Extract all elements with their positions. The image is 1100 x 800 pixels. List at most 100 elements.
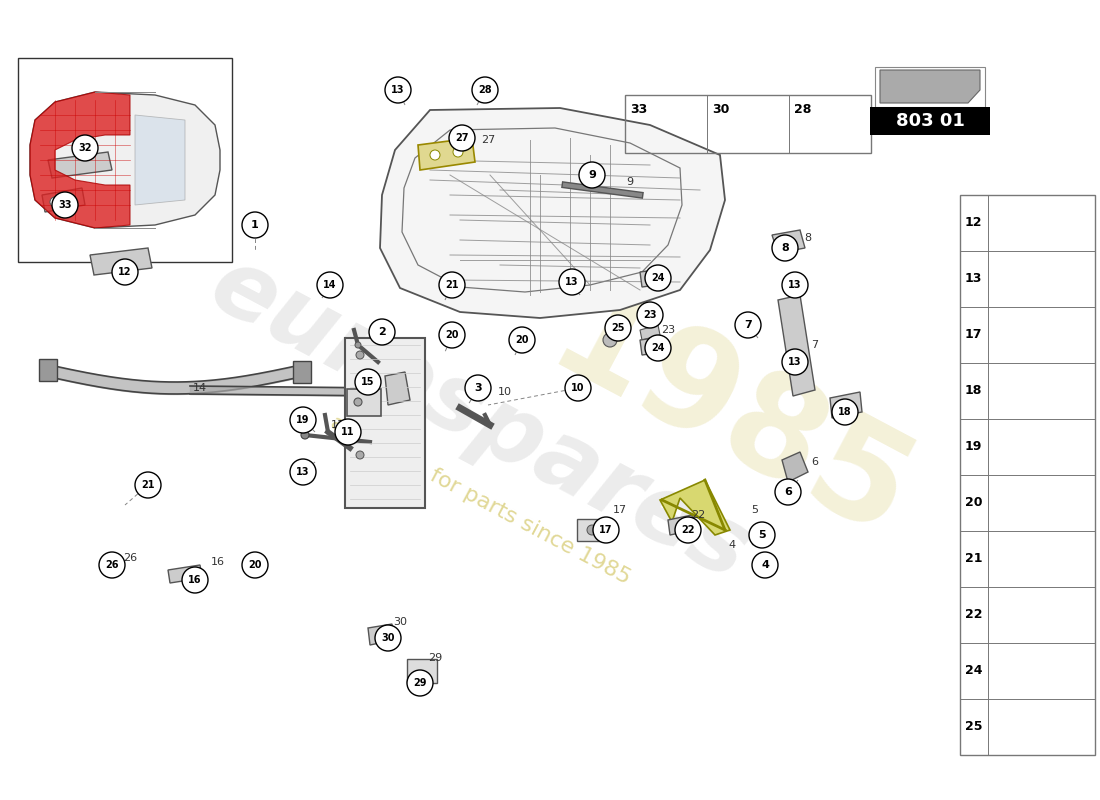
Text: 13: 13 xyxy=(789,280,802,290)
Text: 7: 7 xyxy=(812,340,818,350)
Text: 26: 26 xyxy=(123,553,138,563)
Text: 28: 28 xyxy=(478,85,492,95)
Text: 32: 32 xyxy=(78,143,91,153)
Circle shape xyxy=(465,375,491,401)
Text: 13: 13 xyxy=(789,357,802,367)
FancyBboxPatch shape xyxy=(870,107,990,135)
Circle shape xyxy=(355,342,361,348)
Text: 33: 33 xyxy=(630,103,647,116)
Circle shape xyxy=(290,407,316,433)
Text: 4: 4 xyxy=(761,560,769,570)
Text: 20: 20 xyxy=(446,330,459,340)
Text: 16: 16 xyxy=(188,575,201,585)
Text: 5: 5 xyxy=(758,530,766,540)
Text: 8: 8 xyxy=(804,233,812,243)
Text: 11: 11 xyxy=(331,420,345,430)
Text: 13: 13 xyxy=(565,277,579,287)
Text: 6: 6 xyxy=(784,487,792,497)
Text: 24: 24 xyxy=(651,343,664,353)
Circle shape xyxy=(375,625,402,651)
Circle shape xyxy=(99,552,125,578)
Circle shape xyxy=(772,235,798,261)
Text: 22: 22 xyxy=(965,609,982,622)
Polygon shape xyxy=(135,115,185,205)
Circle shape xyxy=(449,125,475,151)
Text: 30: 30 xyxy=(712,103,729,116)
Text: 7: 7 xyxy=(744,320,752,330)
Circle shape xyxy=(565,375,591,401)
Circle shape xyxy=(776,479,801,505)
Text: 3: 3 xyxy=(474,383,482,393)
Polygon shape xyxy=(48,152,112,178)
Text: 17: 17 xyxy=(613,505,627,515)
Polygon shape xyxy=(385,372,410,405)
FancyBboxPatch shape xyxy=(346,389,381,416)
Polygon shape xyxy=(90,248,152,275)
Polygon shape xyxy=(830,392,862,418)
Circle shape xyxy=(559,269,585,295)
Circle shape xyxy=(301,431,309,439)
Polygon shape xyxy=(379,108,725,318)
Polygon shape xyxy=(168,565,202,583)
Circle shape xyxy=(356,351,364,359)
Circle shape xyxy=(135,472,161,498)
Text: 1985: 1985 xyxy=(528,270,933,570)
Circle shape xyxy=(439,322,465,348)
Polygon shape xyxy=(880,70,980,103)
Text: 13: 13 xyxy=(392,85,405,95)
Polygon shape xyxy=(30,92,130,228)
Text: 20: 20 xyxy=(249,560,262,570)
Circle shape xyxy=(182,567,208,593)
Polygon shape xyxy=(30,92,220,228)
Circle shape xyxy=(368,319,395,345)
Text: 12: 12 xyxy=(965,217,982,230)
FancyBboxPatch shape xyxy=(345,338,425,508)
Circle shape xyxy=(675,517,701,543)
Text: 13: 13 xyxy=(296,467,310,477)
Text: 22: 22 xyxy=(691,510,705,520)
Circle shape xyxy=(749,522,775,548)
Circle shape xyxy=(637,302,663,328)
Text: 21: 21 xyxy=(965,553,982,566)
Text: 9: 9 xyxy=(588,170,596,180)
Text: 21: 21 xyxy=(446,280,459,290)
Text: 26: 26 xyxy=(106,560,119,570)
Circle shape xyxy=(356,451,364,459)
Text: 22: 22 xyxy=(681,525,695,535)
Polygon shape xyxy=(368,624,394,645)
Circle shape xyxy=(472,77,498,103)
Text: 23: 23 xyxy=(644,310,657,320)
Text: 27: 27 xyxy=(455,133,469,143)
Circle shape xyxy=(317,272,343,298)
Text: 29: 29 xyxy=(414,678,427,688)
Text: 9: 9 xyxy=(626,177,634,187)
Text: 14: 14 xyxy=(323,280,337,290)
Text: 33: 33 xyxy=(58,200,72,210)
Text: 18: 18 xyxy=(838,407,851,417)
Polygon shape xyxy=(640,269,664,287)
Circle shape xyxy=(579,162,605,188)
Text: a passion for parts since 1985: a passion for parts since 1985 xyxy=(327,412,634,588)
Circle shape xyxy=(242,212,268,238)
Polygon shape xyxy=(782,452,808,482)
Polygon shape xyxy=(660,480,730,535)
Circle shape xyxy=(453,147,463,157)
Text: 10: 10 xyxy=(498,387,512,397)
Text: 24: 24 xyxy=(965,665,982,678)
Text: 30: 30 xyxy=(393,617,407,627)
Circle shape xyxy=(645,265,671,291)
Text: 16: 16 xyxy=(211,557,226,567)
Text: 29: 29 xyxy=(428,653,442,663)
Text: 17: 17 xyxy=(965,329,982,342)
Text: 23: 23 xyxy=(661,325,675,335)
Text: 14: 14 xyxy=(192,383,207,393)
Circle shape xyxy=(752,552,778,578)
Circle shape xyxy=(52,192,78,218)
Circle shape xyxy=(735,312,761,338)
Text: 24: 24 xyxy=(651,273,664,283)
Text: 20: 20 xyxy=(965,497,982,510)
Circle shape xyxy=(782,349,808,375)
Polygon shape xyxy=(778,295,815,396)
FancyBboxPatch shape xyxy=(39,359,57,381)
FancyBboxPatch shape xyxy=(293,361,311,383)
